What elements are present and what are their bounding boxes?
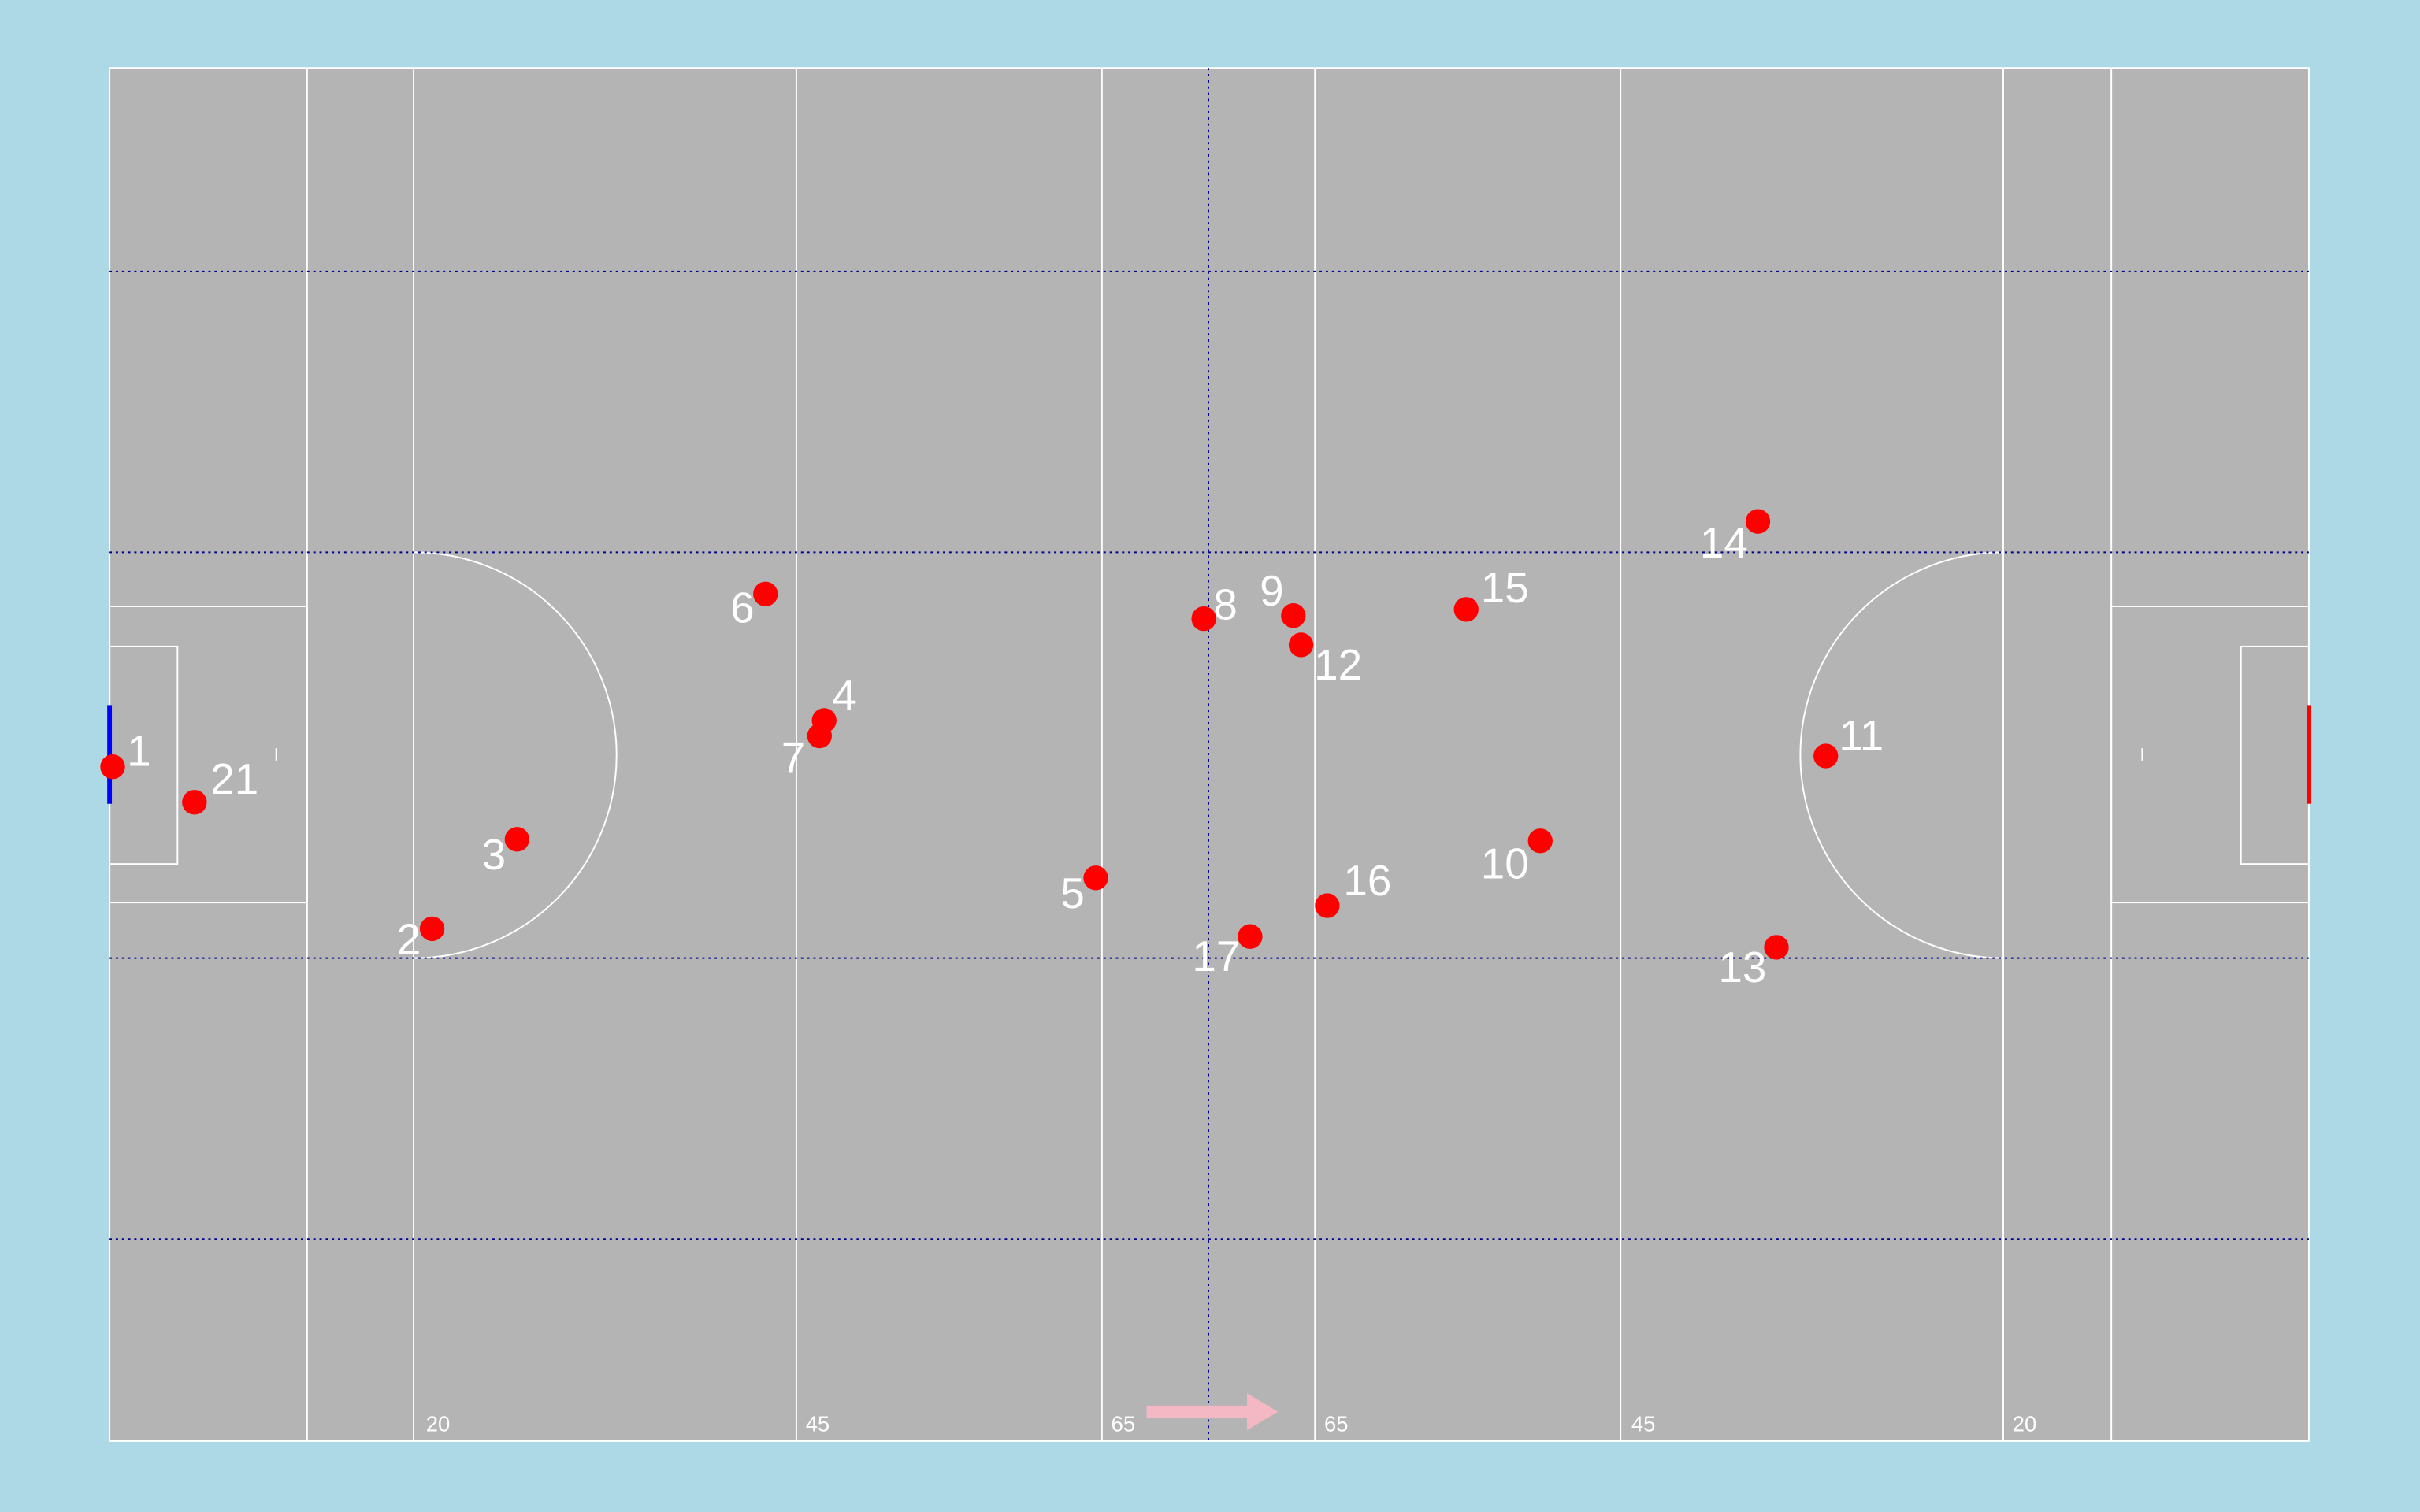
- player-dot: [1527, 828, 1553, 854]
- player: 3: [482, 827, 529, 879]
- player: 11: [1813, 711, 1884, 769]
- player-dot: [807, 723, 832, 749]
- player-dot: [1281, 603, 1306, 628]
- player-dot: [1238, 924, 1263, 949]
- player: 12: [1288, 632, 1362, 689]
- player: 2: [397, 915, 445, 964]
- player-dot: [1191, 606, 1216, 632]
- player: 7: [781, 723, 832, 781]
- player-dot: [100, 754, 125, 780]
- player-dot: [182, 790, 207, 815]
- player-number: 13: [1718, 943, 1766, 991]
- player-dot: [1453, 597, 1479, 622]
- player: 17: [1192, 924, 1263, 980]
- player-dot: [1813, 743, 1839, 769]
- line-label: 45: [1631, 1412, 1655, 1436]
- player-number: 2: [397, 915, 421, 964]
- player-dot: [504, 827, 529, 852]
- pitch-lines: [109, 68, 2310, 1441]
- player: 21: [182, 754, 258, 815]
- player: 13: [1718, 935, 1789, 991]
- player: 10: [1481, 828, 1553, 888]
- direction-arrow: [1146, 1393, 1279, 1431]
- dotted-guides: [109, 68, 2309, 1441]
- player-number: 16: [1343, 856, 1391, 905]
- player-number: 6: [730, 583, 755, 632]
- player-dot: [1288, 632, 1314, 658]
- line-label: 65: [1324, 1412, 1348, 1436]
- player: 5: [1060, 865, 1108, 917]
- player: 15: [1453, 563, 1529, 622]
- player: 16: [1315, 856, 1391, 918]
- line-label: 20: [2013, 1412, 2036, 1436]
- player-number: 15: [1481, 563, 1529, 612]
- player-number: 7: [781, 732, 806, 781]
- player-number: 17: [1192, 932, 1240, 980]
- player-number: 8: [1213, 580, 1238, 628]
- player-number: 9: [1260, 566, 1284, 615]
- player-number: 12: [1314, 640, 1362, 689]
- line-label: 65: [1112, 1412, 1135, 1436]
- line-label: 45: [806, 1412, 830, 1436]
- player: 14: [1700, 509, 1771, 567]
- player-number: 11: [1839, 711, 1884, 760]
- player-number: 4: [832, 671, 856, 720]
- player-dot: [1315, 893, 1340, 918]
- line-labels: 20 45 65 65 45 20: [426, 1412, 2037, 1436]
- player-number: 14: [1700, 518, 1748, 567]
- line-label: 20: [426, 1412, 450, 1436]
- player-number: 5: [1060, 869, 1085, 917]
- player: 9: [1260, 566, 1306, 628]
- player: 8: [1191, 580, 1238, 632]
- player-number: 1: [127, 727, 151, 776]
- player: 6: [730, 581, 778, 632]
- player-dot: [1083, 865, 1108, 891]
- player: 1: [100, 727, 151, 780]
- player-number: 3: [482, 830, 507, 879]
- player-dot: [1764, 935, 1789, 960]
- player-number: 10: [1481, 839, 1529, 888]
- player-dot: [419, 916, 445, 942]
- player-number: 21: [210, 754, 258, 803]
- player-dot: [753, 581, 778, 606]
- player-dot: [1745, 509, 1771, 534]
